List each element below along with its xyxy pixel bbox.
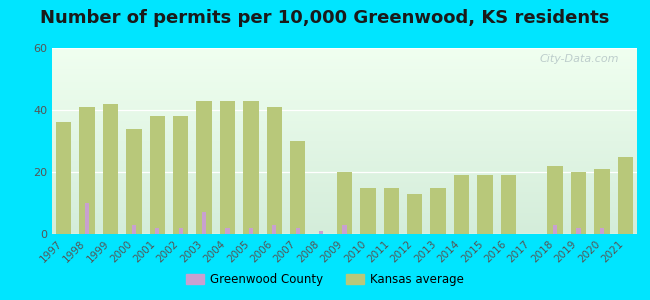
Bar [430,188,446,234]
Bar [202,212,206,234]
Text: City-Data.com: City-Data.com [540,54,619,64]
Bar [337,172,352,234]
Text: Number of permits per 10,000 Greenwood, KS residents: Number of permits per 10,000 Greenwood, … [40,9,610,27]
Bar [85,203,89,234]
Bar [173,116,188,234]
Bar [266,107,282,234]
Bar [155,228,159,234]
Bar [126,129,142,234]
Bar [132,225,136,234]
Bar [360,188,376,234]
Bar [407,194,422,234]
Bar [577,228,580,234]
Bar [553,225,557,234]
Bar [249,228,253,234]
Legend: Greenwood County, Kansas average: Greenwood County, Kansas average [181,269,469,291]
Bar [103,104,118,234]
Bar [220,101,235,234]
Bar [272,225,276,234]
Bar [196,101,212,234]
Bar [319,231,323,234]
Bar [79,107,95,234]
Bar [343,225,346,234]
Bar [243,101,259,234]
Bar [56,122,72,234]
Bar [150,116,165,234]
Bar [296,228,300,234]
Bar [571,172,586,234]
Bar [477,175,493,234]
Bar [384,188,399,234]
Bar [454,175,469,234]
Bar [500,175,516,234]
Bar [290,141,305,234]
Bar [600,228,604,234]
Bar [547,166,563,234]
Bar [179,228,183,234]
Bar [594,169,610,234]
Bar [618,157,633,234]
Bar [226,228,229,234]
